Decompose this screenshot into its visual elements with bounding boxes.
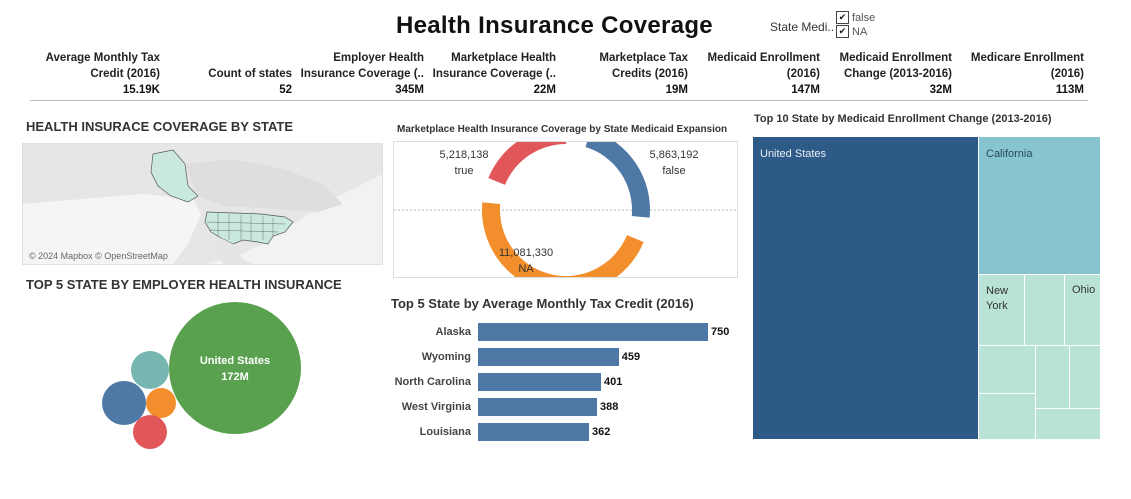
ocean-shape [23, 194, 201, 264]
checkbox-icon[interactable]: ✔ [836, 25, 849, 38]
kpi-value: 19M [665, 84, 688, 96]
treemap-label: Ohio [1072, 284, 1096, 296]
bubble-orange[interactable] [146, 388, 176, 418]
slice-value-na: 11,081,330 [499, 247, 553, 259]
mexico-shape [215, 238, 253, 264]
treemap-cell[interactable] [979, 394, 1035, 439]
filter-option-false[interactable]: ✔ false [836, 11, 875, 24]
bar-chart: Alaska 750 Wyoming 459 North Carolina 401 West… [391, 322, 741, 446]
kpi-label: Average Monthly Tax Credit (2016) [45, 52, 160, 80]
bar-category-label: West Virginia [401, 401, 471, 413]
treemap-label: United States [760, 148, 827, 160]
bar-category-label: North Carolina [394, 376, 471, 388]
kpi-medicaid-enrollment: Medicaid Enrollment (2016) 147M [694, 48, 820, 96]
bar-category-label: Louisiana [419, 426, 471, 438]
donut-chart-box: 5,218,138 true 5,863,192 false 11,081,33… [393, 141, 738, 278]
treemap-label: New York [986, 285, 1009, 312]
slice-value-true: 5,218,138 [440, 149, 489, 161]
kpi-label: Employer Health Insurance Coverage (.. [300, 52, 424, 80]
bar-value-label: 459 [621, 351, 641, 363]
kpi-count-of-states: Count of states 52 [180, 48, 292, 96]
donut-title: Marketplace Health Insurance Coverage by… [397, 124, 728, 135]
treemap-cell[interactable] [1070, 346, 1100, 408]
bar-value-label: 401 [603, 376, 623, 388]
treemap-cell[interactable] [1036, 409, 1100, 439]
bar-value-label: 362 [592, 426, 611, 438]
kpi-avg-monthly-tax-credit: Average Monthly Tax Credit (2016) 15.19K [30, 48, 160, 96]
treemap-cell[interactable] [979, 346, 1035, 393]
bar[interactable] [478, 373, 601, 391]
map-credit: © 2024 Mapbox © OpenStreetMap [29, 251, 168, 261]
bar-chart-title: Top 5 State by Average Monthly Tax Credi… [391, 296, 694, 311]
kpi-marketplace-health-insurance: Marketplace Health Insurance Coverage (.… [430, 48, 556, 96]
slice-label-true: true [455, 165, 474, 177]
treemap-cell-california[interactable]: California [979, 137, 1100, 274]
kpi-medicare-enrollment: Medicare Enrollment (2016) 113M [958, 48, 1084, 96]
bar-category-label: Wyoming [421, 351, 471, 363]
bar[interactable] [478, 323, 708, 341]
dashboard-title: Health Insurance Coverage [396, 12, 713, 39]
bar[interactable] [478, 423, 589, 441]
kpi-label: Marketplace Tax Credits (2016) [599, 52, 688, 80]
bar-category-label: Alaska [435, 326, 471, 338]
treemap-label: California [986, 148, 1033, 160]
kpi-value: 22M [533, 84, 556, 96]
treemap-title: Top 10 State by Medicaid Enrollment Chan… [754, 113, 1052, 125]
kpi-row: Average Monthly Tax Credit (2016) 15.19K… [30, 48, 1088, 101]
treemap: United States California New York Ohio [753, 137, 1100, 439]
checkbox-icon[interactable]: ✔ [836, 11, 849, 24]
state-borders [206, 213, 286, 241]
kpi-label: Medicaid Enrollment (2016) [707, 52, 820, 80]
treemap-cell[interactable] [1036, 346, 1069, 408]
usa-mainland-shape [204, 211, 294, 245]
donut-slice-false[interactable] [585, 142, 650, 218]
slice-label-na: NA [518, 263, 534, 275]
kpi-value: 345M [395, 84, 424, 96]
kpi-label: Count of states [208, 68, 292, 80]
kpi-value: 15.19K [122, 84, 160, 96]
bubble-label: United States [200, 355, 270, 367]
slice-value-false: 5,863,192 [650, 149, 699, 161]
filter-list: ✔ false ✔ NA [836, 11, 875, 38]
bubble-united-states[interactable] [169, 302, 301, 434]
kpi-value: 113M [1055, 84, 1084, 96]
kpi-medicaid-enrollment-change: Medicaid Enrollment Change (2013-2016) 3… [826, 48, 952, 96]
kpi-value: 32M [929, 84, 952, 96]
treemap-cell[interactable] [1025, 275, 1064, 345]
bar[interactable] [478, 348, 619, 366]
treemap-cell-new-york[interactable]: New York [979, 275, 1024, 345]
filter-label: State Medi.. [770, 20, 835, 34]
bubbles-title: TOP 5 STATE BY EMPLOYER HEALTH INSURANCE [26, 277, 342, 292]
us-map[interactable]: © 2024 Mapbox © OpenStreetMap [22, 143, 383, 265]
bubble-red[interactable] [133, 415, 167, 449]
kpi-label: Marketplace Health Insurance Coverage (.… [432, 52, 556, 80]
treemap-cell-united-states[interactable]: United States [753, 137, 978, 439]
bubble-teal[interactable] [131, 351, 169, 389]
kpi-label: Medicaid Enrollment Change (2013-2016) [839, 52, 952, 80]
filter-option-label: false [852, 11, 876, 24]
slice-label-false: false [662, 165, 685, 177]
kpi-marketplace-tax-credits: Marketplace Tax Credits (2016) 19M [570, 48, 688, 96]
map-svg [23, 144, 382, 264]
donut-slice-na[interactable] [482, 202, 644, 277]
kpi-value: 52 [279, 84, 292, 96]
donut-chart: 5,218,138 true 5,863,192 false 11,081,33… [394, 142, 737, 277]
filter-option-na[interactable]: ✔ NA [836, 25, 875, 38]
bar-value-label: 388 [599, 401, 619, 413]
treemap-cell-ohio[interactable]: Ohio [1065, 275, 1100, 345]
alaska-shape [150, 149, 199, 203]
bar[interactable] [478, 398, 597, 416]
kpi-label: Medicare Enrollment (2016) [970, 52, 1084, 80]
bubble-blue[interactable] [102, 381, 146, 425]
canada-shape [185, 159, 343, 212]
donut-slice-true[interactable] [488, 142, 566, 185]
kpi-value: 147M [791, 84, 820, 96]
bubble-value: 172M [221, 371, 249, 383]
bar-value-label: 750 [711, 326, 730, 338]
bubble-chart: United States 172M [102, 302, 301, 449]
kpi-employer-health-insurance: Employer Health Insurance Coverage (.. 3… [292, 48, 424, 96]
map-title: HEALTH INSURACE COVERAGE BY STATE [26, 119, 294, 134]
filter-option-label: NA [852, 25, 868, 38]
